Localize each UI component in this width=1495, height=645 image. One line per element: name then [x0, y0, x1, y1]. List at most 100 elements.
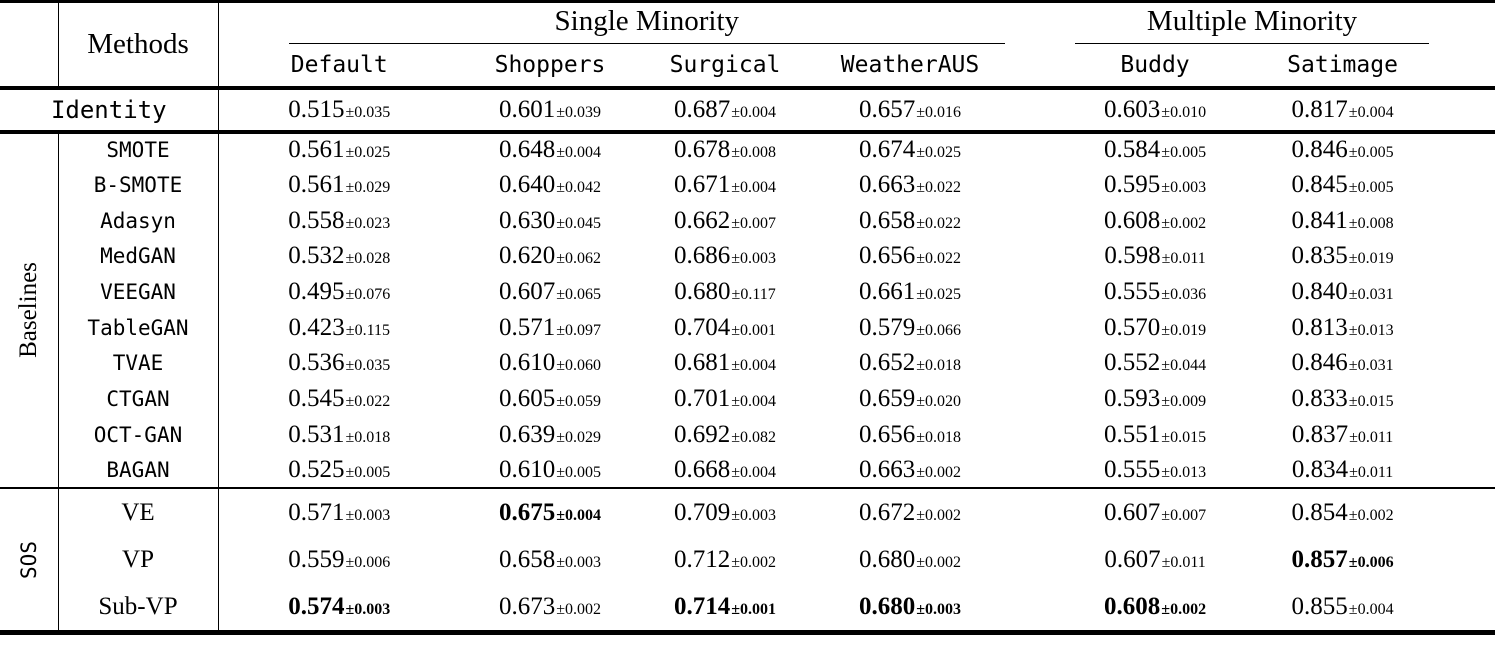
column-spacer	[1010, 488, 1055, 536]
value-cell: 0.603±0.010	[1104, 95, 1207, 123]
column-spacer	[1430, 417, 1495, 453]
value-cell: 0.608±0.002	[1104, 206, 1207, 234]
column-spacer	[1430, 584, 1495, 632]
method-cell: BAGAN	[58, 452, 219, 489]
method-cell: TableGAN	[58, 309, 219, 346]
value-cell: 0.598±0.011	[1104, 242, 1206, 270]
column-header-default: Default	[290, 51, 388, 78]
value-cell: 0.668±0.004	[673, 456, 777, 484]
value-cell: 0.681±0.004	[673, 349, 777, 377]
column-spacer	[1430, 488, 1495, 536]
value-cell: 0.659±0.020	[859, 385, 962, 413]
value-cell: 0.835±0.019	[1291, 242, 1394, 270]
value-cell: 0.846±0.031	[1291, 349, 1394, 377]
value-cell: 0.817±0.004	[1291, 95, 1394, 123]
value-cell: 0.674±0.025	[859, 136, 962, 164]
method-cell: CTGAN	[58, 381, 219, 417]
column-spacer	[1430, 132, 1495, 168]
column-spacer	[1430, 453, 1495, 489]
column-spacer	[1430, 346, 1495, 382]
method-cell: SMOTE	[58, 131, 219, 168]
value-cell: 0.607±0.065	[498, 278, 602, 306]
column-header-buddy: Buddy	[1120, 51, 1190, 78]
group-label-column-header	[0, 1, 59, 88]
table-row: VEEGAN 0.495±0.076 0.607±0.065 0.680±0.117 0…	[0, 274, 1495, 310]
value-cell: 0.545±0.022	[288, 385, 391, 413]
group-label-baselines: Baselines	[0, 131, 59, 489]
value-cell: 0.840±0.031	[1291, 278, 1394, 306]
value-cell: 0.663±0.022	[859, 171, 962, 199]
method-cell: Adasyn	[58, 202, 219, 239]
column-header-surgical: Surgical	[669, 51, 781, 78]
value-cell: 0.559±0.006	[288, 546, 391, 574]
column-spacer	[1430, 536, 1495, 584]
table-row: BAGAN 0.525±0.005 0.610±0.005 0.668±0.004 0.…	[0, 452, 1495, 489]
column-spacer	[1430, 274, 1495, 310]
value-cell: 0.640±0.042	[498, 171, 602, 199]
table-row: CTGAN 0.545±0.022 0.605±0.059 0.701±0.004 0.…	[0, 381, 1495, 417]
value-cell: 0.855±0.004	[1291, 593, 1394, 621]
method-cell: MedGAN	[58, 238, 219, 275]
value-cell: 0.531±0.018	[288, 420, 391, 448]
value-cell: 0.561±0.025	[288, 136, 391, 164]
table-row: Sub-VP 0.574±0.003 0.673±0.002 0.714±0.001 0…	[0, 584, 1495, 633]
value-cell: 0.570±0.019	[1104, 313, 1207, 341]
value-cell: 0.657±0.016	[859, 95, 962, 123]
column-spacer	[1430, 88, 1495, 132]
value-cell: 0.555±0.036	[1104, 278, 1207, 306]
value-cell: 0.671±0.004	[673, 171, 777, 199]
column-header-shoppers: Shoppers	[494, 51, 606, 78]
value-cell: 0.652±0.018	[859, 349, 962, 377]
value-cell: 0.680±0.117	[674, 278, 776, 306]
value-cell: 0.610±0.060	[498, 349, 602, 377]
method-cell: TVAE	[58, 345, 219, 382]
column-spacer	[1010, 346, 1055, 382]
multiple-minority-group-header: Multiple Minority	[1055, 2, 1430, 44]
value-cell: 0.854±0.002	[1291, 498, 1394, 526]
value-cell: 0.663±0.002	[859, 456, 962, 484]
method-cell: OCT-GAN	[58, 417, 219, 453]
value-cell: 0.555±0.013	[1104, 456, 1207, 484]
value-cell: 0.704±0.001	[673, 313, 777, 341]
column-spacer	[1010, 167, 1055, 203]
column-spacer	[1010, 239, 1055, 275]
value-cell: 0.574±0.003	[288, 593, 391, 621]
group-label-sos: SOS	[0, 488, 59, 633]
identity-method-cell: Identity	[0, 87, 219, 132]
value-cell: 0.552±0.044	[1104, 349, 1207, 377]
value-cell: 0.845±0.005	[1291, 171, 1394, 199]
value-cell: 0.593±0.009	[1104, 385, 1207, 413]
value-cell: 0.532±0.028	[288, 242, 391, 270]
value-cell: 0.620±0.062	[498, 242, 602, 270]
value-cell: 0.678±0.008	[673, 136, 777, 164]
value-cell: 0.608±0.002	[1104, 593, 1207, 621]
value-cell: 0.857±0.006	[1291, 546, 1394, 574]
section-sos: SOS VE 0.571±0.003 0.675±0.004 0.709±0.003 0.…	[0, 488, 1495, 633]
value-cell: 0.701±0.004	[673, 385, 777, 413]
value-cell: 0.423±0.115	[288, 313, 390, 341]
table-row: B-SMOTE 0.561±0.029 0.640±0.042 0.671±0.004…	[0, 167, 1495, 203]
value-cell: 0.584±0.005	[1104, 136, 1207, 164]
method-cell: VE	[58, 488, 219, 537]
column-spacer	[1010, 381, 1055, 417]
value-cell: 0.680±0.002	[859, 546, 962, 574]
table-header: Methods Single Minority Multiple Minorit…	[0, 1, 1495, 88]
value-cell: 0.687±0.004	[673, 95, 777, 123]
value-cell: 0.605±0.059	[498, 385, 602, 413]
value-cell: 0.571±0.097	[498, 313, 602, 341]
value-cell: 0.841±0.008	[1291, 206, 1394, 234]
value-cell: 0.571±0.003	[288, 498, 391, 526]
column-spacer	[1010, 88, 1055, 132]
value-cell: 0.834±0.011	[1291, 456, 1394, 484]
value-cell: 0.495±0.076	[288, 278, 391, 306]
value-cell: 0.536±0.035	[288, 349, 391, 377]
section-baselines: Baselines SMOTE 0.561±0.025 0.648±0.004 0.67…	[0, 131, 1495, 489]
value-cell: 0.558±0.023	[288, 206, 391, 234]
column-spacer	[1010, 417, 1055, 453]
column-header-weatheraus: WeatherAUS	[840, 51, 980, 78]
value-cell: 0.837±0.011	[1291, 420, 1394, 448]
value-cell: 0.709±0.003	[673, 498, 777, 526]
column-spacer	[1430, 239, 1495, 275]
value-cell: 0.680±0.003	[859, 593, 962, 621]
table-row: Baselines SMOTE 0.561±0.025 0.648±0.004 0.67…	[0, 131, 1495, 489]
